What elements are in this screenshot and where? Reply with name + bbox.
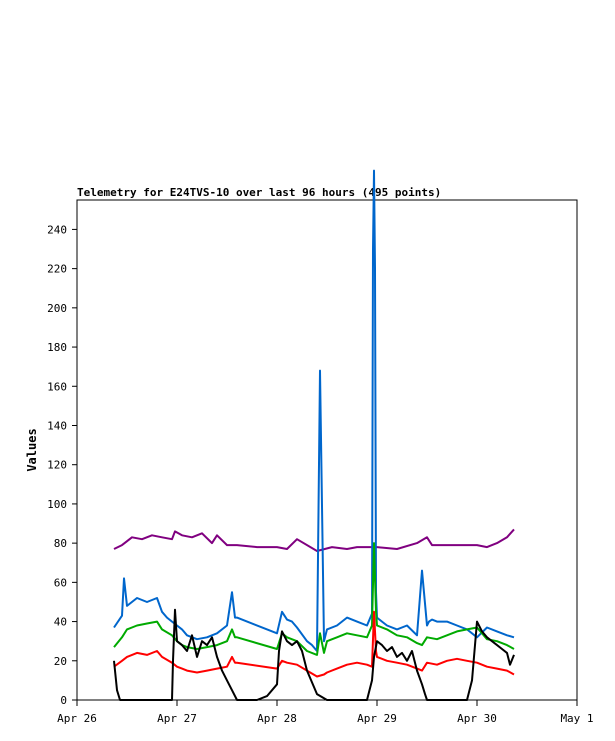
y-tick-label: 180 bbox=[47, 341, 67, 354]
y-tick-label: 0 bbox=[60, 694, 67, 707]
series-line-0 bbox=[113, 528, 515, 552]
series-line-3 bbox=[113, 610, 515, 678]
y-tick-label: 20 bbox=[54, 655, 67, 668]
x-tick-label: Apr 30 bbox=[457, 712, 497, 725]
y-axis-label: Values bbox=[25, 428, 39, 471]
x-tick-label: May 1 bbox=[560, 712, 593, 725]
series-line-4 bbox=[113, 608, 515, 701]
x-tick-label: Apr 27 bbox=[157, 712, 197, 725]
x-tick-label: Apr 26 bbox=[57, 712, 97, 725]
y-tick-label: 220 bbox=[47, 263, 67, 276]
y-tick-label: 100 bbox=[47, 498, 67, 511]
x-tick-label: Apr 29 bbox=[357, 712, 397, 725]
y-tick-label: 240 bbox=[47, 223, 67, 236]
x-tick-label: Apr 28 bbox=[257, 712, 297, 725]
axes-layer: 0 20 40 60 80 100 120 140 160 180 200 220 240 Apr 26 A… bbox=[47, 223, 593, 725]
y-tick-label: 40 bbox=[54, 616, 67, 629]
y-tick-label: 60 bbox=[54, 576, 67, 589]
y-tick-label: 140 bbox=[47, 419, 67, 432]
series-layer bbox=[113, 169, 515, 701]
chart-title: Telemetry for E24TVS-10 over last 96 hou… bbox=[77, 186, 441, 199]
plot-area bbox=[76, 199, 578, 701]
y-tick-label: 200 bbox=[47, 302, 67, 315]
series-line-1 bbox=[113, 169, 515, 652]
y-tick-label: 160 bbox=[47, 380, 67, 393]
y-tick-label: 80 bbox=[54, 537, 67, 550]
y-tick-label: 120 bbox=[47, 459, 67, 472]
